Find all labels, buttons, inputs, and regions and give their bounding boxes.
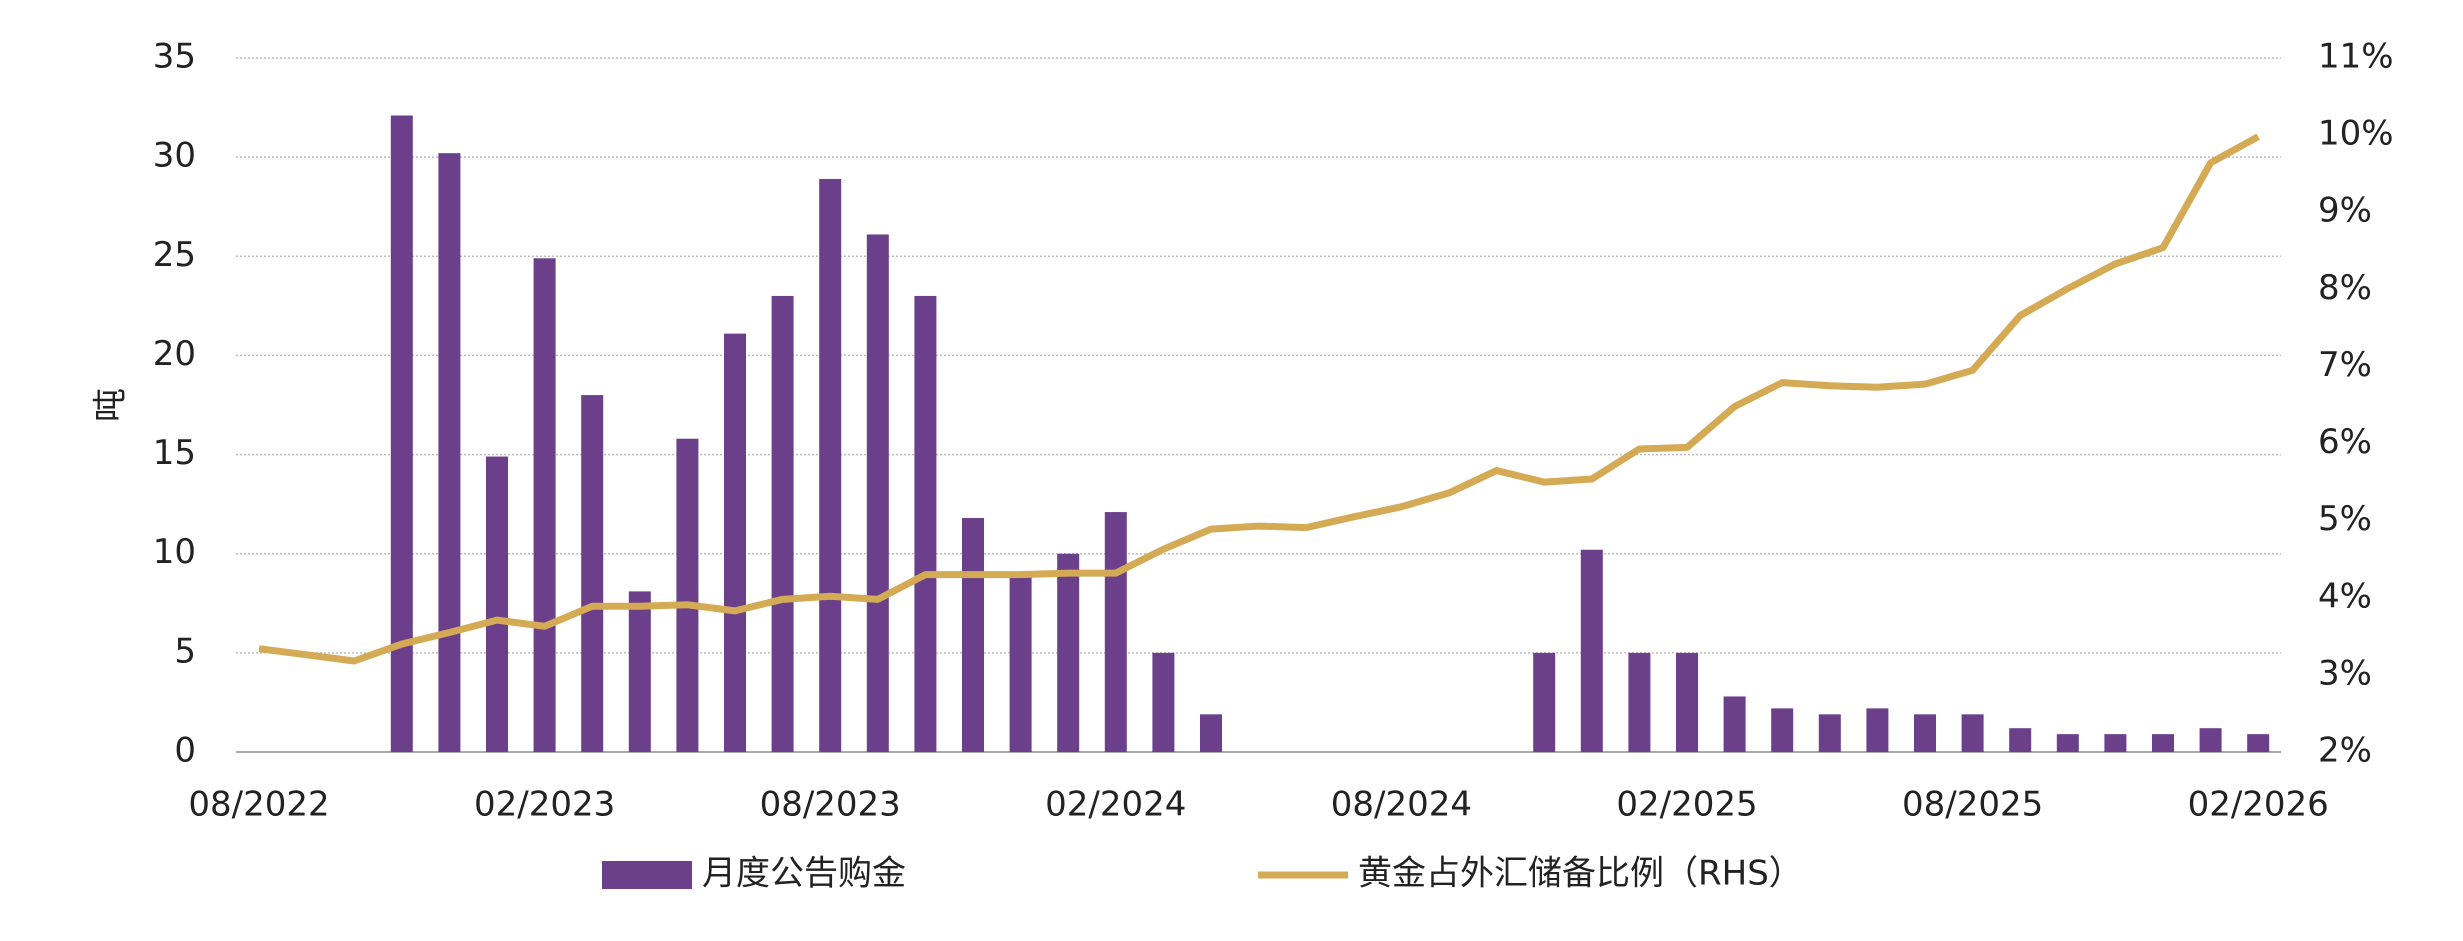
y2-tick-label: 6% — [2318, 422, 2372, 462]
y-tick-label: 20 — [153, 334, 196, 374]
y2-tick-label: 3% — [2318, 653, 2372, 693]
bar — [2152, 734, 2174, 752]
y-tick-label: 5 — [174, 631, 196, 671]
y2-tick-label: 11% — [2318, 37, 2394, 77]
bar — [1057, 553, 1080, 752]
x-tick-label: 02/2023 — [474, 785, 615, 825]
bar — [390, 115, 413, 752]
y2-tick-label: 5% — [2318, 499, 2372, 539]
x-tick-label: 02/2025 — [1616, 785, 1757, 825]
bar — [2199, 728, 2222, 752]
bar — [2056, 734, 2079, 752]
y-tick-label: 15 — [153, 433, 196, 473]
y2-tick-label: 10% — [2318, 114, 2394, 154]
y-tick-label: 30 — [153, 136, 196, 176]
bar — [1818, 714, 1841, 752]
legend-swatch — [602, 861, 692, 889]
bar — [676, 438, 699, 752]
bar — [1628, 652, 1651, 752]
x-tick-label: 02/2024 — [1045, 785, 1186, 825]
bar — [866, 234, 889, 752]
bar — [1961, 714, 1984, 752]
y2-tick-label: 4% — [2318, 576, 2372, 616]
y-tick-label: 35 — [153, 37, 196, 77]
y2-tick-label: 7% — [2318, 345, 2372, 385]
bar — [724, 333, 746, 752]
x-tick-label: 08/2023 — [760, 785, 901, 825]
y-tick-label: 25 — [153, 235, 196, 275]
bar — [1866, 708, 1889, 752]
bar — [628, 591, 651, 752]
y2-tick-label: 2% — [2318, 731, 2372, 771]
x-tick-label: 08/2024 — [1331, 785, 1472, 825]
bar — [819, 178, 842, 752]
bar — [914, 295, 937, 752]
bar — [771, 295, 794, 752]
bar — [1533, 652, 1556, 752]
y-tick-label: 10 — [153, 532, 196, 572]
bar — [2247, 734, 2270, 752]
bar — [1723, 696, 1746, 752]
bar — [1771, 708, 1794, 752]
line — [258, 133, 2260, 665]
bar — [486, 456, 508, 752]
bar — [1914, 714, 1936, 752]
bar — [1152, 652, 1175, 752]
legend-label: 月度公告购金 — [702, 854, 906, 894]
bar — [438, 153, 461, 753]
y-axis-label: 吨 — [91, 388, 131, 422]
bar — [1104, 512, 1127, 752]
bar — [581, 395, 604, 752]
bar — [1676, 652, 1698, 752]
bar — [962, 518, 984, 752]
bar — [2009, 728, 2032, 752]
x-tick-label: 02/2026 — [2188, 785, 2329, 825]
y2-tick-label: 8% — [2318, 268, 2372, 308]
bar — [1009, 575, 1032, 752]
bar — [533, 258, 556, 752]
x-tick-label: 08/2022 — [188, 785, 329, 825]
bar — [1580, 549, 1603, 752]
y-tick-label: 0 — [174, 731, 196, 771]
y2-tick-label: 9% — [2318, 191, 2372, 231]
legend-label: 黄金占外汇储备比例（RHS） — [1358, 854, 1803, 894]
bar — [1200, 714, 1222, 752]
x-tick-label: 08/2025 — [1902, 785, 2043, 825]
bar — [2104, 734, 2127, 752]
